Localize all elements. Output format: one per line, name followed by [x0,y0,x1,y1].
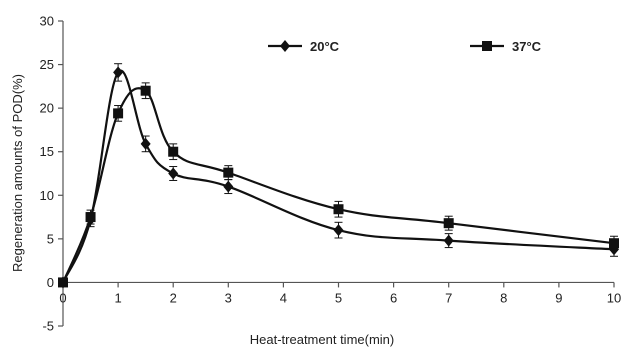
data-point [140,137,151,150]
data-point [113,66,124,79]
series-line [61,87,615,283]
legend-label: 37°C [512,39,542,54]
data-point [223,167,234,178]
y-tick-label: -5 [42,319,54,334]
y-tick-label: 25 [40,57,54,72]
x-tick-label: 7 [445,290,452,305]
series-line [61,69,615,283]
data-point [223,180,234,193]
x-tick-label: 9 [555,290,562,305]
legend-label: 20°C [310,39,340,54]
y-axis-title: Regeneration amounts of POD(%) [10,74,25,272]
x-tick-label: 2 [170,290,177,305]
x-tick-label: 10 [607,290,621,305]
legend-item: 37°C [470,39,542,54]
legend-marker [482,41,492,51]
series-20c [58,63,619,289]
data-point [609,238,619,249]
axes: -5 0 5 10 15 20 25 30 0 1 2 3 4 5 6 7 8 9 10 [40,14,621,334]
y-tick-label: 30 [40,14,54,29]
x-tick-label: 3 [225,290,232,305]
y-tick-label: 10 [40,188,54,203]
x-tick-label: 1 [114,290,121,305]
legend-item: 20°C [268,39,340,54]
data-point [333,204,344,215]
y-tick-label: 5 [47,231,54,246]
x-tick-label: 4 [280,290,287,305]
x-tick-label: 8 [500,290,507,305]
data-point [140,85,151,96]
y-tick-label: 0 [47,275,54,290]
data-point [168,146,179,157]
x-axis-title: Heat-treatment time(min) [250,332,394,347]
data-point [85,212,96,223]
x-tick-label: 6 [390,290,397,305]
data-point [113,108,124,119]
series-37c [58,82,619,288]
legend: 20°C 37°C [268,39,542,54]
legend-marker [280,40,290,52]
y-tick-label: 20 [40,101,54,116]
y-tick-label: 15 [40,144,54,159]
series-layer [58,63,619,289]
data-point [333,224,344,237]
data-point [58,277,68,288]
data-point [443,234,454,247]
x-tick-label: 0 [59,290,66,305]
data-point [443,218,454,229]
x-tick-label: 5 [335,290,342,305]
data-point [168,167,179,180]
